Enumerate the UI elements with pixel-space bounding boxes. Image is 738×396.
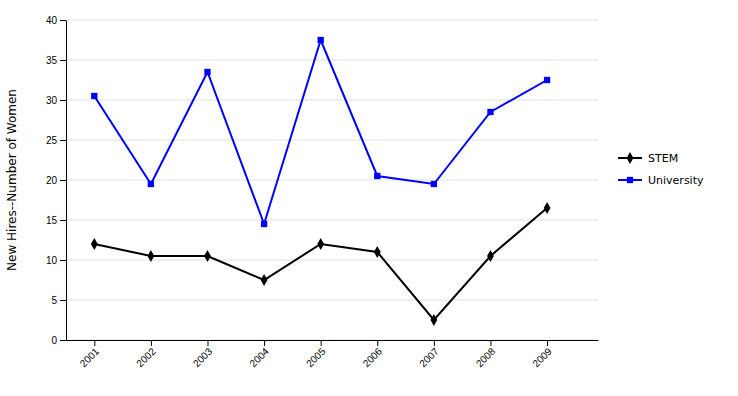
x-tick-mark [151, 340, 152, 346]
y-tick-mark [60, 60, 66, 61]
y-tick-label: 5 [51, 295, 57, 306]
series-point [430, 314, 437, 326]
series-point [487, 250, 494, 262]
series-point [148, 181, 154, 187]
x-tick: 2001 [78, 340, 102, 369]
chart: 2001 2002 2003 2004 2005 2006 2007 2008 2009 0 5 10… [0, 0, 738, 396]
y-tick-mark [60, 180, 66, 181]
x-tick-label: 2002 [134, 345, 158, 369]
x-tick-label: 2003 [191, 345, 215, 369]
y-tick-mark [60, 140, 66, 141]
series-point [204, 250, 211, 262]
y-tick-label: 10 [46, 255, 58, 266]
x-tick-label: 2001 [78, 345, 102, 369]
series-point [374, 173, 380, 179]
legend-label: University [648, 174, 704, 187]
series-point [261, 274, 268, 286]
y-axis-line [66, 21, 67, 341]
x-tick-label: 2007 [417, 345, 441, 369]
y-tick-mark [60, 20, 66, 21]
x-tick-label: 2009 [530, 345, 554, 369]
legend-label: STEM [648, 152, 678, 165]
y-axis: 0 5 10 15 20 25 30 35 40 [46, 15, 67, 346]
y-tick-mark [60, 340, 66, 341]
series-point [544, 202, 551, 214]
grid-line [66, 20, 598, 21]
grid-line [66, 60, 598, 61]
grid-line [66, 100, 598, 101]
series-point [487, 109, 493, 115]
series-line [94, 40, 547, 224]
series-point [204, 69, 210, 75]
x-tick-label: 2006 [361, 345, 385, 369]
legend-marker [627, 152, 634, 164]
x-tick-label: 2008 [474, 345, 498, 369]
x-tick: 2007 [417, 340, 441, 369]
grid [66, 20, 598, 340]
x-tick-mark [207, 340, 208, 346]
y-tick-label: 20 [46, 175, 58, 186]
series-point [318, 37, 324, 43]
x-tick-mark [94, 340, 95, 346]
x-tick: 2006 [361, 340, 385, 369]
series-point [91, 238, 98, 250]
y-tick: 0 [51, 335, 66, 346]
series-group [91, 37, 551, 326]
y-tick: 35 [46, 55, 66, 66]
y-tick-label: 40 [46, 15, 58, 26]
y-tick-label: 25 [46, 135, 58, 146]
y-tick-mark [60, 100, 66, 101]
grid-line [66, 140, 598, 141]
x-tick-mark [321, 340, 322, 346]
y-tick-label: 35 [46, 55, 58, 66]
legend: STEM University [618, 152, 704, 187]
legend-item: University [618, 174, 704, 187]
series-point [431, 181, 437, 187]
x-tick-label: 2005 [304, 345, 328, 369]
y-tick: 10 [46, 255, 66, 266]
y-tick: 5 [51, 295, 66, 306]
x-axis: 2001 2002 2003 2004 2005 2006 2007 2008 2009 [67, 340, 599, 369]
series-point [317, 238, 324, 250]
y-tick-mark [60, 220, 66, 221]
plot: 2001 2002 2003 2004 2005 2006 2007 2008 2009 0 5 10… [5, 15, 704, 369]
grid-line [66, 300, 598, 301]
y-tick-label: 30 [46, 95, 58, 106]
x-tick: 2008 [474, 340, 498, 369]
y-tick-mark [60, 300, 66, 301]
y-tick: 30 [46, 95, 66, 106]
x-tick-mark [264, 340, 265, 346]
grid-line [66, 180, 598, 181]
x-tick: 2005 [304, 340, 328, 369]
x-tick: 2004 [247, 340, 271, 369]
y-tick: 20 [46, 175, 66, 186]
x-tick-mark [490, 340, 491, 346]
y-tick-mark [60, 260, 66, 261]
x-tick: 2003 [191, 340, 215, 369]
x-axis-line [67, 340, 599, 341]
x-tick-mark [377, 340, 378, 346]
y-tick: 15 [46, 215, 66, 226]
grid-line [66, 340, 598, 341]
x-tick-label: 2004 [247, 345, 271, 369]
y-tick-label: 15 [46, 215, 58, 226]
series-point [147, 250, 154, 262]
grid-line [66, 220, 598, 221]
legend-marker [627, 177, 633, 183]
x-tick-mark [434, 340, 435, 346]
grid-line [66, 260, 598, 261]
y-tick: 25 [46, 135, 66, 146]
legend-item: STEM [618, 152, 678, 165]
series-point [261, 221, 267, 227]
series-point [374, 246, 381, 258]
y-axis-title: New Hires--Number of Women [5, 89, 19, 271]
x-tick: 2002 [134, 340, 158, 369]
series-point [91, 93, 97, 99]
x-tick-mark [547, 340, 548, 346]
y-tick: 40 [46, 15, 66, 26]
x-tick: 2009 [530, 340, 554, 369]
series-point [544, 77, 550, 83]
series-line [94, 208, 547, 320]
y-tick-label: 0 [51, 335, 57, 346]
